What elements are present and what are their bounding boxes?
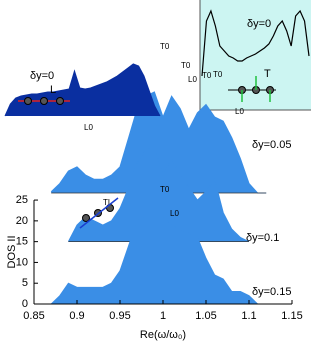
y-tick-label: 5 (22, 277, 28, 289)
peak-label: L0 (170, 209, 179, 218)
atom (24, 97, 32, 105)
area-fill (51, 91, 267, 194)
peak-label: T0 (160, 42, 170, 51)
series-label: δy=0.1 (246, 232, 279, 244)
mode-label: L (50, 84, 56, 96)
area-line (67, 145, 250, 243)
inset-area-line (4, 63, 161, 117)
y-tick-label: 20 (16, 215, 28, 227)
inset-area-fill (5, 64, 160, 116)
peak-label: TL (103, 198, 113, 207)
area-line (50, 91, 267, 194)
x-axis-label: Re(ω/ω₀) (140, 329, 186, 341)
x-tick-label: 0.95 (109, 310, 130, 322)
peak-label: T0 (181, 61, 191, 70)
atom (82, 214, 90, 222)
x-tick-label: 0.85 (23, 310, 44, 322)
y-tick-label: 0 (22, 298, 28, 310)
x-tick-label: 1.15 (281, 310, 302, 322)
x-tick-label: 1.1 (241, 310, 256, 322)
mode-label: T (264, 68, 271, 80)
peak-label: L0 (235, 107, 244, 116)
inset-line (201, 9, 310, 77)
peak-label: L0 (188, 75, 197, 84)
peak-label: T0 (213, 70, 223, 79)
y-tick-label: 15 (16, 236, 28, 248)
area-line (34, 216, 292, 305)
atom (40, 97, 48, 105)
x-tick-label: 1.05 (195, 310, 216, 322)
peak-label: T0 (202, 71, 212, 80)
inset-title: δy=0 (30, 70, 54, 82)
peak-label: L0 (84, 123, 93, 132)
figure: δy=0.05 δy=0.1 δy=0.15 0 5 10 15 20 25 0.85 0.9 0.9… (4, 0, 311, 341)
x-tick-label: 0.9 (69, 310, 84, 322)
series-label: δy=0.15 (252, 286, 291, 298)
x-tick-label: 1 (160, 310, 166, 322)
series-label: δy=0.05 (252, 139, 291, 151)
y-tick-label: 10 (16, 256, 28, 268)
inset-title: δy=0 (247, 18, 271, 30)
atom (56, 97, 64, 105)
y-tick-label: 25 (16, 194, 28, 206)
area-fill (34, 216, 292, 304)
y-axis-label: DOS II (6, 235, 18, 268)
mode-arrow (79, 197, 119, 229)
peak-label: T0 (160, 185, 170, 194)
